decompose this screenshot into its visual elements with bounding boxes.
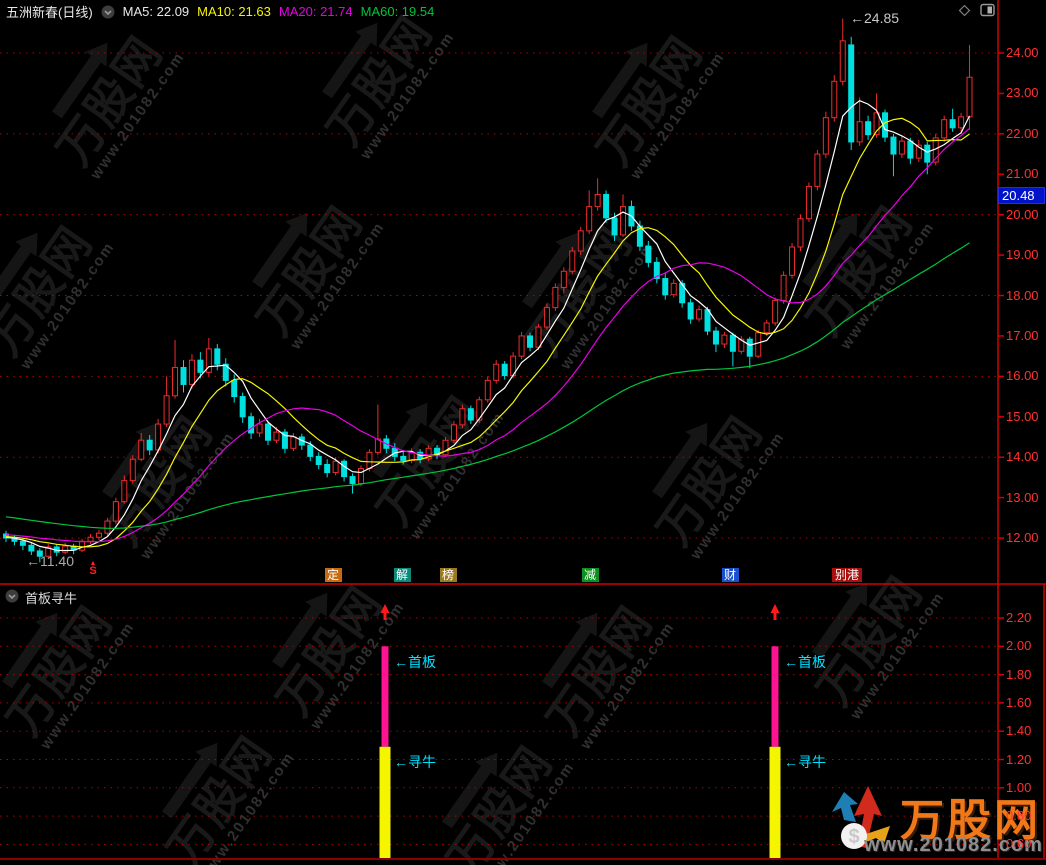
event-marker-减[interactable]: 减 bbox=[581, 568, 599, 582]
site-logo: $ 万股网 www.201082.com bbox=[828, 778, 1043, 860]
price-axis-label: 21.00 bbox=[1006, 166, 1039, 182]
price-axis-label: 24.00 bbox=[1006, 45, 1039, 60]
shouban-label: ←首板 bbox=[784, 654, 826, 671]
event-marker-别港[interactable]: 别港 bbox=[832, 568, 862, 582]
indicator-axis-label: 1.20 bbox=[1006, 751, 1032, 767]
price-axis-label: 17.00 bbox=[1006, 327, 1039, 343]
ma-line-MA5 bbox=[5, 100, 971, 552]
ma20-readout: MA20: 21.74 bbox=[278, 4, 353, 19]
price-axis-label: 15.00 bbox=[1006, 408, 1039, 424]
shouban-label: ←首板 bbox=[394, 654, 436, 671]
indicator-collapse-chevron-icon[interactable] bbox=[5, 589, 19, 606]
event-marker-财[interactable]: 财 bbox=[721, 568, 739, 582]
price-axis-label: 16.00 bbox=[1006, 368, 1039, 384]
xunniu-label: ←寻牛 bbox=[394, 753, 436, 770]
ma-line-MA60 bbox=[5, 242, 970, 529]
indicator-axis-label: 2.00 bbox=[1006, 638, 1032, 654]
indicator-axis-label: 1.60 bbox=[1006, 694, 1032, 710]
ma60-readout: MA60: 19.54 bbox=[360, 4, 435, 19]
indicator-axis-label: 1.40 bbox=[1006, 723, 1032, 739]
indicator-axis-label: 1.80 bbox=[1006, 666, 1032, 682]
indicator-axis-label: 1.00 bbox=[1006, 779, 1032, 795]
price-axis-label: 19.00 bbox=[1006, 247, 1039, 263]
indicator-axis-label: 0.80 bbox=[1006, 808, 1032, 824]
indicator-axis-label: 2.20 bbox=[1006, 610, 1032, 625]
collapse-chevron-icon[interactable] bbox=[101, 5, 115, 19]
event-marker-解[interactable]: 解 bbox=[393, 568, 411, 582]
ma5-readout: MA5: 22.09 bbox=[122, 4, 190, 19]
price-axis-label: 13.00 bbox=[1006, 489, 1039, 505]
xunniu-label: ←寻牛 bbox=[784, 753, 826, 770]
price-axis-label: 12.00 bbox=[1006, 530, 1039, 546]
indicator-header: 首板寻牛 bbox=[5, 588, 77, 607]
chart-header: 五洲新春(日线) MA5: 22.09 MA10: 21.63 MA20: 21… bbox=[6, 2, 434, 21]
price-axis-label: 20.00 bbox=[1006, 206, 1039, 222]
price-axis-label: 22.00 bbox=[1006, 125, 1039, 141]
logo-site-text: www.201082.com bbox=[864, 834, 1043, 856]
event-marker-signal[interactable]: ▲ S bbox=[89, 560, 97, 577]
last-price-badge: 20.48 bbox=[998, 187, 1045, 204]
diamond-icon[interactable] bbox=[957, 3, 971, 22]
price-axis-label: 14.00 bbox=[1006, 449, 1039, 465]
stock-title: 五洲新春(日线) bbox=[6, 5, 93, 20]
low-price-annotation: ←11.40 bbox=[26, 553, 74, 569]
panel-layout-icon[interactable] bbox=[980, 3, 996, 22]
price-axis-label: 23.00 bbox=[1006, 85, 1039, 101]
ma-line-MA20 bbox=[5, 127, 970, 543]
ma10-readout: MA10: 21.63 bbox=[197, 4, 271, 19]
indicator-axis-label: 0.60 bbox=[1006, 836, 1032, 852]
ma-line-MA10 bbox=[5, 117, 970, 548]
logo-arrows-icon: $ bbox=[832, 786, 890, 849]
high-price-annotation: ←24.85 bbox=[850, 10, 900, 26]
event-marker-榜[interactable]: 榜 bbox=[439, 568, 457, 582]
indicator-title: 首板寻牛 bbox=[25, 591, 78, 606]
logo-brand-text: 万股网 bbox=[900, 796, 1041, 845]
window-tool-icons bbox=[957, 3, 996, 22]
svg-text:$: $ bbox=[848, 826, 859, 848]
price-axis-label: 18.00 bbox=[1006, 287, 1039, 303]
event-marker-定[interactable]: 定 bbox=[324, 568, 342, 582]
